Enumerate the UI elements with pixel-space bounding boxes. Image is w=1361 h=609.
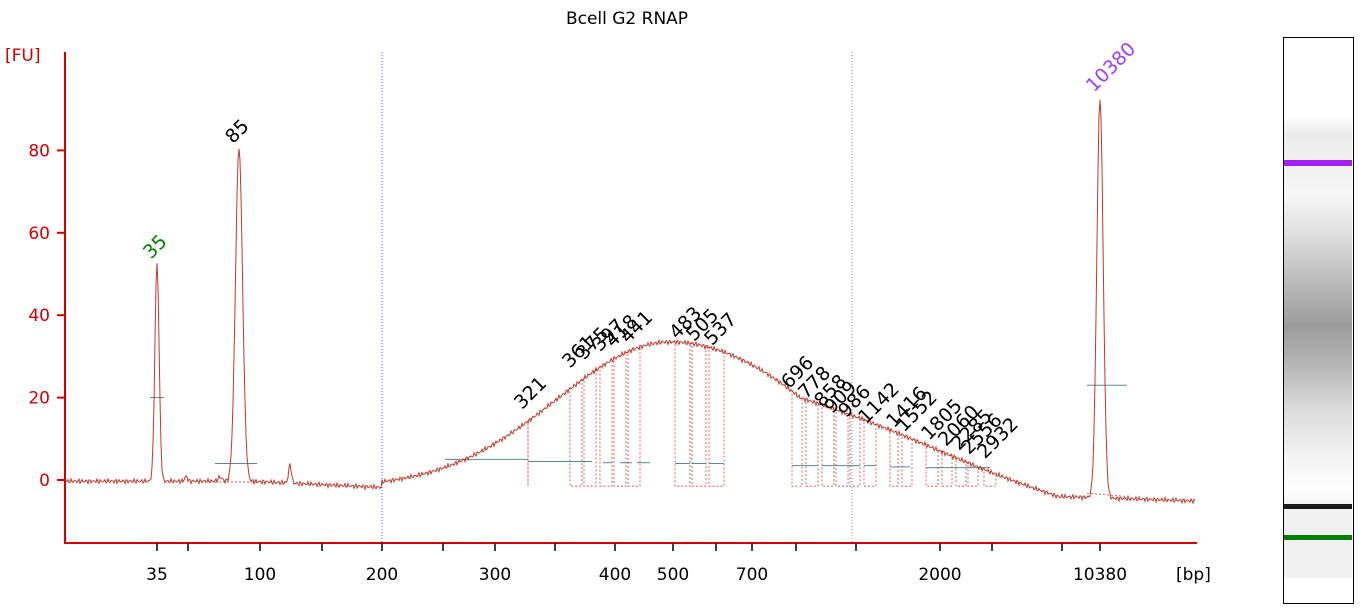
peak-boundary xyxy=(901,433,913,487)
x-axis-label: [bp] xyxy=(1176,565,1211,585)
peak-boundary xyxy=(691,342,707,487)
y-tick-label: 0 xyxy=(39,471,50,491)
x-tick-label: 35 xyxy=(146,565,168,585)
peak-boundary xyxy=(805,397,819,487)
peak-boundary xyxy=(791,389,803,487)
peak-boundary xyxy=(941,450,953,487)
chart-title: Bcell G2 RNAP xyxy=(566,9,688,29)
peak-boundary xyxy=(821,403,835,487)
peak-boundary xyxy=(849,413,861,487)
peak-boundary xyxy=(955,456,967,487)
electropherogram-trace xyxy=(65,99,1196,505)
y-tick-label: 20 xyxy=(28,389,50,409)
virtual-gel-lane xyxy=(1283,37,1354,604)
x-tick-label: 700 xyxy=(736,565,768,585)
y-tick-label: 40 xyxy=(28,306,50,326)
x-tick-label: 500 xyxy=(657,565,689,585)
peak-boundary xyxy=(835,408,849,487)
peak-boundary xyxy=(983,467,997,487)
x-tick-label: 100 xyxy=(244,565,276,585)
peak-label: 35 xyxy=(139,231,172,264)
peak-boundary xyxy=(599,358,613,487)
peak-boundary xyxy=(674,340,691,487)
peak-label: 85 xyxy=(221,115,254,148)
gel-lower-marker-band xyxy=(1284,535,1352,540)
x-tick-label: 300 xyxy=(479,565,511,585)
y-tick-label: 80 xyxy=(28,141,50,161)
peak-boundary xyxy=(863,418,877,487)
gel-lane-image xyxy=(1284,38,1352,602)
peak-boundary xyxy=(569,378,583,487)
peak-boundary xyxy=(967,461,979,487)
peak-label: 10380 xyxy=(1082,38,1140,96)
gel-dark-band xyxy=(1284,504,1352,509)
peak-boundary xyxy=(583,368,597,487)
peak-baseline xyxy=(1086,492,1128,497)
peak-boundary xyxy=(889,428,899,487)
x-tick-label: 200 xyxy=(366,565,398,585)
peak-boundary xyxy=(627,345,641,487)
y-tick-label: 60 xyxy=(28,224,50,244)
x-tick-label: 400 xyxy=(599,565,631,585)
peak-boundary xyxy=(613,350,627,487)
peak-boundary xyxy=(708,345,725,487)
y-axis-label: [FU] xyxy=(5,46,41,66)
gel-upper-marker-band xyxy=(1284,160,1352,166)
x-tick-label: 10380 xyxy=(1073,565,1127,585)
x-tick-label: 2000 xyxy=(918,565,961,585)
